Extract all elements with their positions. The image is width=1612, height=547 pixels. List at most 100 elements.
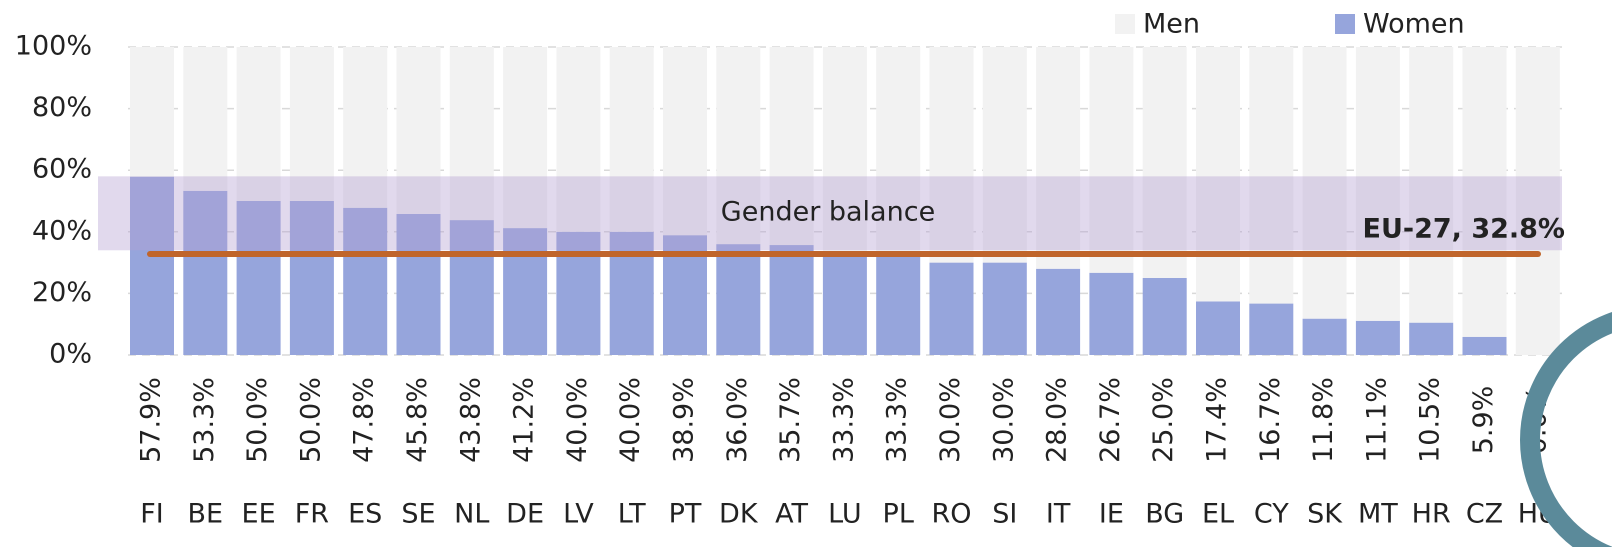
x-tick-label: EE (242, 499, 276, 530)
y-tick-label: 0% (49, 339, 92, 370)
bar-segment (289, 47, 334, 201)
y-tick-label: 80% (32, 92, 92, 123)
x-tick-label: HR (1412, 499, 1451, 530)
bar-segment (769, 245, 814, 355)
decorative-arc (1520, 312, 1612, 547)
bar-segment (929, 47, 974, 263)
value-label: 47.8% (349, 377, 380, 463)
bar-segment (130, 47, 174, 177)
x-tick-label: DK (719, 499, 759, 530)
bar-segment (876, 47, 921, 253)
value-label: 43.8% (455, 377, 486, 463)
bar-segment (1462, 47, 1507, 337)
x-tick-label: BE (188, 499, 224, 530)
x-tick-label: CZ (1466, 499, 1503, 530)
value-label: 45.8% (402, 377, 433, 463)
bar-segment (1302, 318, 1347, 355)
x-tick-label: LT (618, 499, 646, 530)
y-tick-label: 40% (32, 215, 92, 246)
x-tick-label: LV (563, 499, 594, 530)
y-tick-label: 100% (15, 31, 92, 62)
x-tick-label: AT (775, 499, 808, 530)
value-label: 26.7% (1095, 377, 1126, 463)
bar-segment (663, 47, 707, 236)
bar-segment (236, 47, 281, 201)
x-tick-label: BG (1145, 499, 1184, 530)
bar-segment (236, 201, 281, 355)
value-label: 38.9% (669, 377, 700, 463)
bar-segment (716, 244, 761, 355)
bar-segment (289, 201, 334, 355)
x-tick-label: IE (1099, 499, 1124, 530)
bar-segment (343, 47, 388, 208)
bar-segment (822, 47, 867, 253)
bar-segment (1409, 47, 1454, 323)
reference-label: EU-27, 32.8% (1363, 214, 1565, 245)
y-tick-label: 60% (32, 154, 92, 185)
bar-segment (183, 47, 228, 191)
value-label: 30.0% (988, 377, 1019, 463)
value-label: 57.9% (136, 377, 167, 463)
band-label: Gender balance (721, 197, 935, 228)
bar-segment (1409, 322, 1454, 355)
legend-label: Men (1143, 9, 1200, 40)
bar-segment (343, 207, 388, 355)
value-label: 40.0% (562, 377, 593, 463)
legend-swatch (1115, 14, 1135, 34)
bar-segment (1462, 336, 1507, 355)
bar-segment (769, 47, 814, 246)
bar-segment (183, 190, 228, 355)
bar-segment (1355, 47, 1400, 321)
x-tick-label: DE (506, 499, 544, 530)
bar-segment (1089, 47, 1134, 273)
legend-swatch (1335, 14, 1355, 34)
value-label: 33.3% (882, 377, 913, 463)
bar-segment (982, 262, 1027, 355)
x-tick-label: SI (992, 499, 1017, 530)
bar-segment (396, 213, 441, 355)
bar-segment (503, 47, 548, 229)
bar-segment (1302, 47, 1347, 319)
value-label: 53.3% (189, 377, 220, 463)
x-tick-label: LU (828, 499, 861, 530)
bar-segment (1089, 272, 1134, 355)
value-label: 11.1% (1361, 377, 1392, 463)
bar-segment (1249, 303, 1294, 355)
bar-segment (1515, 47, 1560, 355)
bar-segment (1196, 301, 1240, 355)
bar-segment (982, 47, 1027, 263)
bar-segment (716, 47, 761, 245)
x-tick-label: ES (348, 499, 382, 530)
x-tick-label: FI (140, 499, 164, 530)
x-tick-label: PT (669, 499, 702, 530)
bar-segment (130, 176, 174, 355)
bar-segment (1142, 47, 1187, 278)
gender-balance-band (98, 176, 1562, 251)
bar-segment (929, 262, 974, 355)
value-label: 35.7% (775, 377, 806, 463)
value-label: 17.4% (1202, 377, 1233, 463)
bar-segment (556, 47, 601, 232)
bar-segment (876, 252, 921, 355)
value-label: 28.0% (1042, 377, 1073, 463)
x-tick-label: PL (883, 499, 914, 530)
value-label: 50.0% (242, 377, 273, 463)
x-tick-label: EL (1202, 499, 1234, 530)
bar-segment (449, 47, 494, 221)
value-label: 30.0% (935, 377, 966, 463)
value-label: 33.3% (828, 377, 859, 463)
bar-segment (822, 252, 867, 355)
value-label: 10.5% (1415, 377, 1446, 463)
value-label: 40.0% (615, 377, 646, 463)
plot: 0% 20% 40% 60% 80% 100% 57.9% FI 53.3% BE 50.0% EE 5… (15, 9, 1565, 530)
value-label: 5.9% (1468, 386, 1499, 455)
x-tick-label: FR (295, 499, 329, 530)
bar-segment (1036, 268, 1081, 355)
y-tick-label: 20% (32, 277, 92, 308)
bar-segment (503, 228, 548, 355)
value-label: 41.2% (509, 377, 540, 463)
x-tick-label: NL (454, 499, 489, 530)
bar-segment (1249, 47, 1294, 304)
x-tick-label: RO (931, 499, 971, 530)
